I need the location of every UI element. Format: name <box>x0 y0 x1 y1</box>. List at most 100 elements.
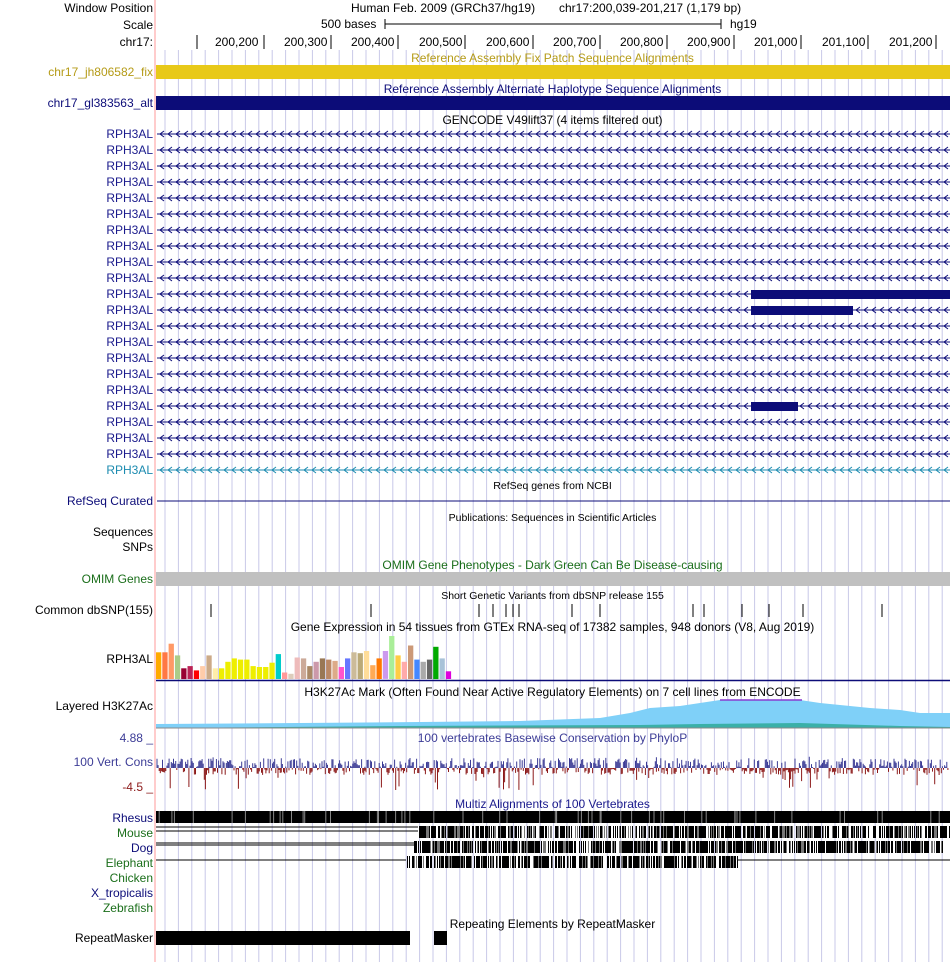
gtex-tissue-bar <box>294 657 300 679</box>
multiz-block-dog <box>898 841 899 853</box>
gencode-gene-label[interactable]: RPH3AL <box>106 431 153 445</box>
omim-label[interactable]: OMIM Genes <box>81 572 153 586</box>
multiz-block-mouse <box>419 826 420 838</box>
multiz-block-elephant <box>698 856 699 868</box>
multiz-block-mouse <box>864 826 865 838</box>
alt-haplo-label[interactable]: chr17_gl383563_alt <box>47 96 153 110</box>
publications-label-sequences[interactable]: Sequences <box>92 525 153 539</box>
multiz-block-elephant <box>419 856 420 868</box>
multiz-block-dog <box>862 841 863 853</box>
multiz-species-label[interactable]: Mouse <box>116 826 153 840</box>
multiz-block-elephant <box>669 856 670 868</box>
gencode-gene-label[interactable]: RPH3AL <box>106 159 153 173</box>
multiz-block-dog <box>558 841 559 853</box>
multiz-block-elephant <box>703 856 704 868</box>
multiz-block-elephant <box>467 856 468 868</box>
repeatmasker-label[interactable]: RepeatMasker <box>74 931 153 945</box>
multiz-block-mouse <box>466 826 467 838</box>
publications-title: Publications: Sequences in Scientific Ar… <box>448 512 657 524</box>
gencode-gene-label[interactable]: RPH3AL <box>106 447 153 461</box>
gencode-gene-label[interactable]: RPH3AL <box>106 143 153 157</box>
refseq-label[interactable]: RefSeq Curated <box>66 494 153 508</box>
multiz-block-elephant <box>526 856 527 868</box>
multiz-block-dog <box>859 841 860 853</box>
multiz-species-label[interactable]: Dog <box>130 841 153 855</box>
multiz-block-dog <box>762 841 763 853</box>
multiz-block-dog <box>467 841 468 853</box>
multiz-block-elephant <box>661 856 662 868</box>
multiz-block-dog <box>592 841 593 853</box>
multiz-block-mouse <box>936 826 937 838</box>
gencode-gene-label[interactable]: RPH3AL <box>106 127 153 141</box>
gencode-gene-label[interactable]: RPH3AL <box>106 383 153 397</box>
gencode-gene-label[interactable]: RPH3AL <box>106 367 153 381</box>
gtex-tissue-bar <box>319 658 326 679</box>
gencode-gene-label[interactable]: RPH3AL <box>106 319 153 333</box>
dbsnp-label[interactable]: Common dbSNP(155) <box>34 603 153 617</box>
multiz-block-elephant <box>624 856 625 868</box>
gtex-tissue-bar <box>269 662 275 679</box>
multiz-block-elephant <box>667 856 668 868</box>
multiz-gap <box>631 811 633 823</box>
gencode-gene-label[interactable]: RPH3AL <box>106 399 153 413</box>
multiz-block-mouse <box>917 826 918 838</box>
gencode-gene-label[interactable]: RPH3AL <box>106 415 153 429</box>
fix-patch-label[interactable]: chr17_jh806582_fix <box>48 65 153 79</box>
multiz-block-dog <box>440 841 441 853</box>
multiz-block-mouse <box>934 826 935 838</box>
multiz-block-dog <box>840 841 841 853</box>
conservation-label[interactable]: 100 Vert. Cons <box>73 755 153 769</box>
gtex-tissue-bar <box>332 660 338 679</box>
multiz-block-mouse <box>421 826 422 838</box>
multiz-block-mouse <box>508 826 509 838</box>
gencode-gene-label[interactable]: RPH3AL <box>106 191 153 205</box>
multiz-block-elephant <box>678 856 679 868</box>
multiz-block-dog <box>699 841 700 853</box>
gencode-gene-label[interactable]: RPH3AL <box>106 303 153 317</box>
multiz-block-dog <box>594 841 595 853</box>
multiz-block-mouse <box>772 826 773 838</box>
gencode-gene-label[interactable]: RPH3AL <box>106 207 153 221</box>
multiz-species-label[interactable]: Rhesus <box>112 811 153 825</box>
multiz-block-mouse <box>722 826 723 838</box>
multiz-species-label[interactable]: Chicken <box>109 871 153 885</box>
gencode-gene-label[interactable]: RPH3AL <box>106 223 153 237</box>
multiz-block-elephant <box>728 856 729 868</box>
multiz-block-elephant <box>591 856 592 868</box>
transcript-exon <box>751 290 950 299</box>
gencode-gene-label[interactable]: RPH3AL <box>106 239 153 253</box>
multiz-species-label[interactable]: X_tropicalis <box>90 886 153 900</box>
gencode-gene-label[interactable]: RPH3AL <box>106 255 153 269</box>
multiz-gap <box>938 811 940 823</box>
multiz-block-dog <box>482 841 483 853</box>
multiz-block-dog <box>543 841 544 853</box>
multiz-block-dog <box>707 841 708 853</box>
multiz-block-elephant <box>421 856 422 868</box>
multiz-species-label[interactable]: Zebrafish <box>102 901 153 915</box>
multiz-block-dog <box>729 841 730 853</box>
gencode-gene-label[interactable]: RPH3AL <box>106 351 153 365</box>
multiz-block-dog <box>785 841 786 853</box>
h3k27ac-label[interactable]: Layered H3K27Ac <box>55 699 153 713</box>
gtex-label[interactable]: RPH3AL <box>106 652 153 666</box>
multiz-block-dog <box>693 841 694 853</box>
multiz-block-elephant <box>460 856 461 868</box>
multiz-block-elephant <box>581 856 582 868</box>
gencode-gene-label[interactable]: RPH3AL <box>106 175 153 189</box>
multiz-species-label[interactable]: Elephant <box>105 856 153 870</box>
gencode-gene-label[interactable]: RPH3AL <box>106 271 153 285</box>
multiz-block-mouse <box>701 826 702 838</box>
gencode-gene-label[interactable]: RPH3AL <box>106 287 153 301</box>
multiz-block-mouse <box>696 826 697 838</box>
multiz-block-mouse <box>504 826 505 838</box>
multiz-block-mouse <box>601 826 602 838</box>
multiz-block-dog <box>425 841 426 853</box>
gencode-gene-label[interactable]: RPH3AL <box>106 335 153 349</box>
gencode-gene-label[interactable]: RPH3AL <box>106 463 153 477</box>
publications-label-snps[interactable]: SNPs <box>122 540 153 554</box>
multiz-block-dog <box>503 841 504 853</box>
multiz-block-dog <box>709 841 710 853</box>
multiz-block-elephant <box>508 856 509 868</box>
multiz-block-elephant <box>496 856 497 868</box>
